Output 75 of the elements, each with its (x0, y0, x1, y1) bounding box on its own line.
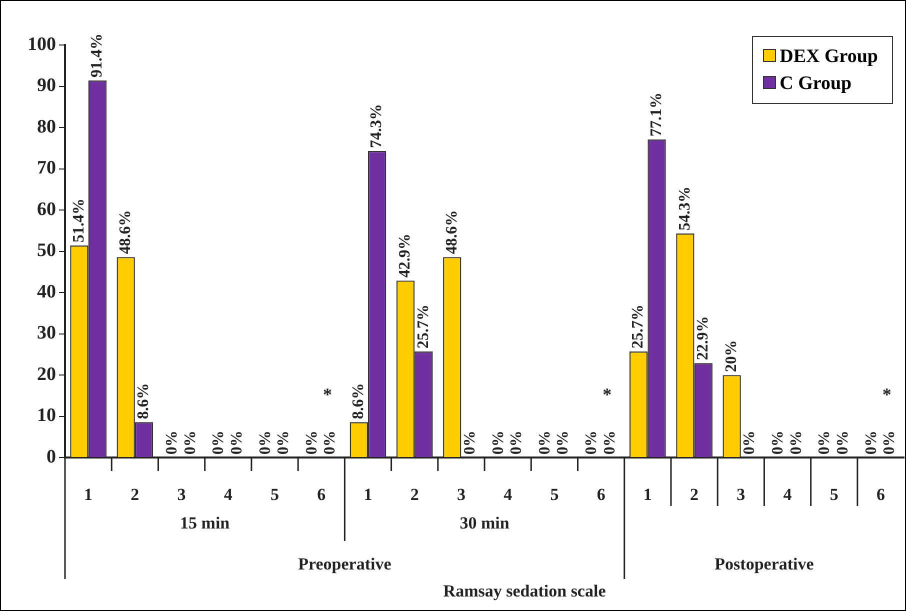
y-tick-label: 10 (37, 405, 56, 426)
data-label: 51.4% (70, 198, 88, 243)
data-label: 8.6% (135, 383, 152, 420)
data-label: 91.4% (88, 33, 106, 78)
y-tick-label: 20 (37, 364, 56, 385)
data-label: 0% (862, 430, 880, 455)
annotation: * (602, 384, 612, 404)
data-label: 0% (228, 430, 246, 455)
data-label: 77.1% (648, 92, 665, 136)
data-label: 0% (880, 430, 898, 455)
text: 15 min (180, 513, 230, 532)
data-label: 0% (583, 430, 600, 455)
data-label: 0% (322, 430, 339, 455)
data-label: 0% (536, 430, 554, 455)
annotation: * (882, 384, 892, 404)
x-tick-label: 1 (643, 485, 652, 504)
x-tick-label: 6 (876, 485, 885, 504)
y-tick-label: 50 (37, 240, 56, 262)
x-tick-label: 2 (130, 485, 140, 504)
data-label: 0% (461, 430, 478, 455)
data-label: 0% (210, 430, 228, 455)
data-label: 0% (770, 430, 787, 455)
legend-label: DEX Group (780, 46, 878, 67)
data-label: 0% (816, 430, 834, 455)
y-tick-label: 40 (37, 281, 56, 302)
text: Postoperative (714, 554, 814, 574)
y-tick-label: 80 (37, 116, 56, 138)
data-label: 0% (788, 430, 805, 455)
data-label: 0% (490, 430, 507, 455)
x-tick-label: 3 (177, 485, 186, 504)
annotation: * (322, 384, 332, 404)
data-label: 54.3% (676, 186, 694, 231)
data-label: 0% (834, 430, 852, 455)
text: Preoperative (298, 554, 392, 574)
data-label: 48.6% (443, 210, 460, 254)
x-tick-label: 6 (596, 485, 606, 504)
y-tick-label: 60 (37, 198, 56, 220)
text: Ramsay sedation scale (443, 581, 606, 600)
x-tick-label: 1 (84, 485, 93, 504)
x-tick-label: 6 (317, 485, 326, 504)
y-tick-label: 100 (28, 34, 56, 55)
data-label: 0% (303, 430, 320, 455)
data-label: 74.3% (368, 104, 386, 148)
data-label: 0% (274, 430, 292, 455)
data-label: 42.9% (396, 234, 414, 278)
data-label: 0% (601, 430, 618, 455)
x-tick-label: 3 (736, 485, 746, 504)
x-tick-label: 5 (270, 485, 280, 504)
data-label: 0% (256, 430, 274, 455)
x-tick-label: 1 (364, 485, 372, 504)
data-label: 48.6% (116, 210, 134, 254)
y-tick-label: 90 (37, 75, 56, 96)
data-label: 25.7% (414, 304, 432, 349)
x-tick-label: 5 (830, 485, 838, 504)
data-label: 25.7% (630, 304, 647, 349)
text: 30 min (460, 513, 510, 532)
x-tick-label: 4 (504, 485, 513, 504)
data-label: 8.6% (350, 383, 368, 420)
x-tick-label: 3 (456, 485, 466, 504)
y-tick-label: 70 (37, 158, 56, 179)
y-tick-label: 30 (37, 322, 56, 344)
data-label: 22.9% (694, 316, 712, 360)
legend-label: C Group (780, 73, 852, 94)
data-label: 0% (164, 430, 181, 455)
data-label: 0% (182, 430, 199, 455)
data-label: 20% (722, 340, 740, 372)
data-label: 0% (741, 430, 758, 455)
data-label: 0% (508, 430, 526, 455)
y-tick-label: 0 (46, 446, 56, 468)
x-tick-label: 4 (224, 485, 233, 504)
x-tick-label: 5 (550, 485, 559, 504)
data-label: 0% (554, 430, 572, 455)
x-tick-label: 4 (783, 485, 792, 504)
x-tick-label: 2 (690, 485, 699, 504)
x-tick-label: 2 (410, 485, 419, 504)
